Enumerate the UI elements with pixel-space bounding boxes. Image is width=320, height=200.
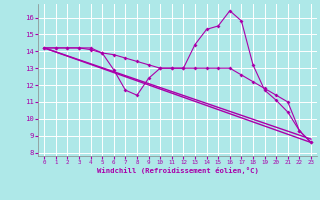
X-axis label: Windchill (Refroidissement éolien,°C): Windchill (Refroidissement éolien,°C) bbox=[97, 167, 259, 174]
